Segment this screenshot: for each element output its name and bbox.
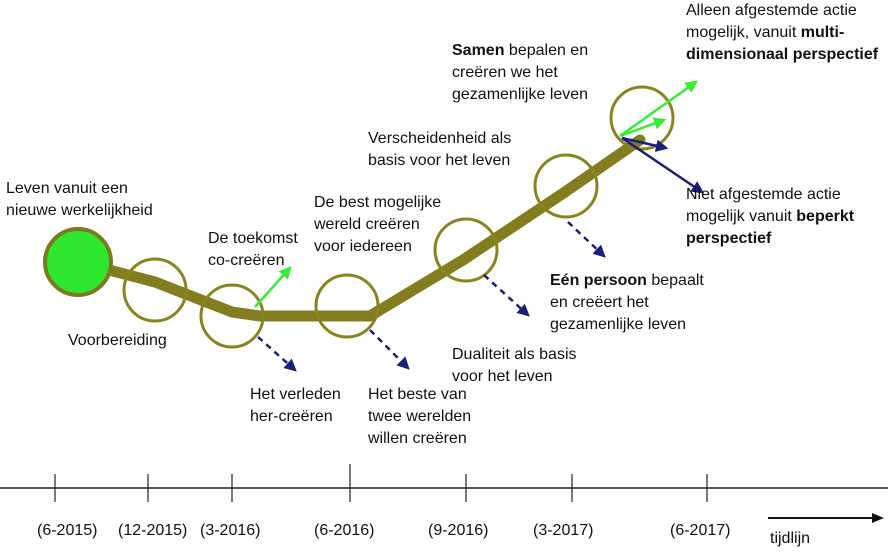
label-voorbereiding: Voorbereiding <box>68 332 167 349</box>
stage-circle-start <box>43 227 113 297</box>
label-toekomst: De toekomst co-creëren <box>208 230 298 269</box>
timeline-ticks <box>54 464 708 502</box>
aligned-arrow-alleen <box>619 80 699 138</box>
limited-arrow-dualiteit <box>483 274 530 317</box>
limited-arrow-niet <box>621 136 705 194</box>
label-samen: Samen bepalen en creëren we het gezamenl… <box>452 42 589 103</box>
date-6-2015: (6-2015) <box>37 522 98 539</box>
aligned-arrow-toekomst <box>254 266 292 308</box>
stage-circle-toekomst <box>199 283 265 349</box>
label-best-mogelijke: De best mogelijke wereld creëren voor ie… <box>314 194 442 255</box>
stage-circle-best-mogelijke <box>314 273 380 339</box>
label-start: Leven vanuit een nieuwe werkelijkheid <box>6 180 153 219</box>
date-3-2016: (3-2016) <box>200 522 261 539</box>
date-12-2015: (12-2015) <box>118 522 188 539</box>
label-alleen-afgestemd: Alleen afgestemde actie mogelijk, vanuit… <box>686 2 879 63</box>
date-6-2016: (6-2016) <box>314 522 375 539</box>
limited-arrow-een-persoon <box>567 221 606 258</box>
aligned-arrow-alleen-short <box>619 117 667 138</box>
date-3-2017: (3-2017) <box>533 522 594 539</box>
date-9-2016: (9-2016) <box>428 522 489 539</box>
label-een-persoon: Eén persoon bepaalt en creëert het gezam… <box>550 272 704 333</box>
stage-circle-samen <box>533 153 599 219</box>
development-path <box>72 134 646 322</box>
tijdlijn-arrowhead <box>872 513 884 523</box>
label-beste-twee: Het beste van twee werelden willen creër… <box>368 386 472 447</box>
label-verleden: Het verleden her-creëren <box>250 386 341 425</box>
stage-circle-verscheidenheid <box>433 217 499 283</box>
stage-circle-alleen <box>609 85 675 151</box>
limited-arrow-niet-short <box>621 136 669 152</box>
stage-circle-voorbereiding <box>122 257 188 323</box>
timeline-axis-label: tijdlijn <box>770 530 811 547</box>
label-verscheidenheid: Verscheidenheid als basis voor het leven <box>368 130 512 169</box>
label-niet-afgestemd: Niet afgestemde actie mogelijk vanuit be… <box>686 186 855 247</box>
date-6-2017: (6-2017) <box>670 522 731 539</box>
limited-arrow-beste-twee <box>369 329 410 370</box>
limited-arrow-verleden <box>257 336 297 372</box>
label-dualiteit: Dualiteit als basis voor het leven <box>452 346 577 385</box>
